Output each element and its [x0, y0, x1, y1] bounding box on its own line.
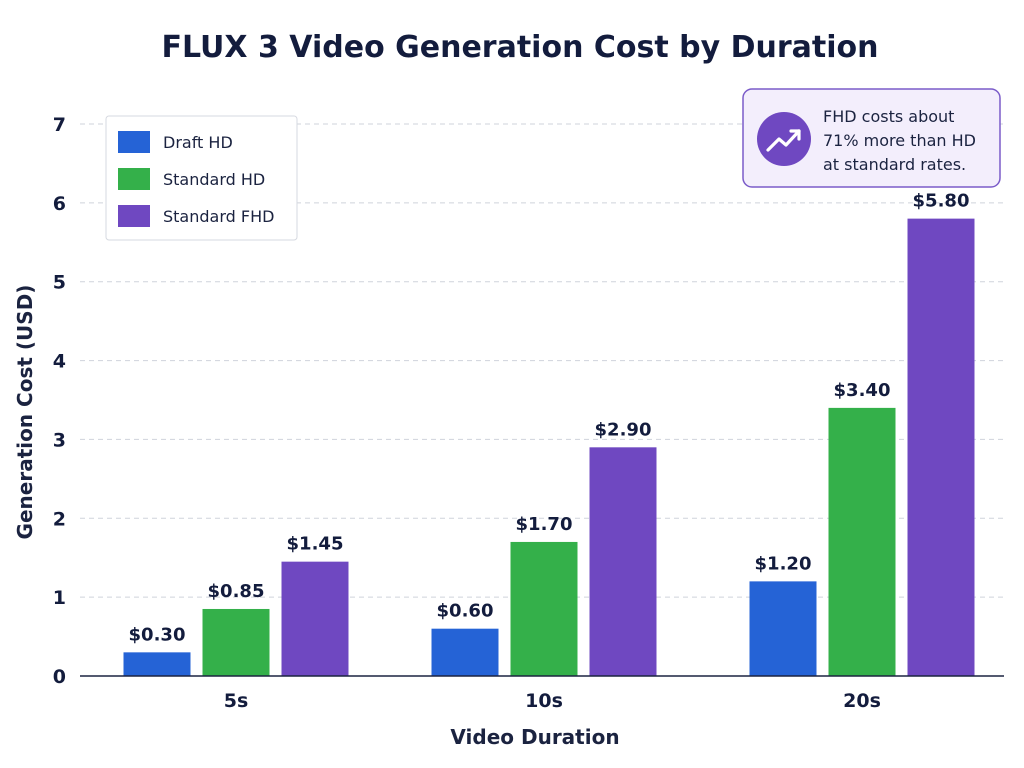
- y-tick-label: 5: [53, 272, 66, 294]
- x-axis-label: Video Duration: [450, 725, 619, 749]
- bar-series: [123, 218, 975, 676]
- legend-label: Standard FHD: [163, 207, 274, 226]
- legend-swatch: [118, 205, 150, 227]
- trending-up-icon: [757, 112, 811, 166]
- callout-line-3: at standard rates.: [823, 155, 966, 174]
- y-tick-label: 4: [53, 351, 66, 373]
- y-tick-label: 3: [53, 429, 66, 451]
- y-tick-label: 6: [53, 193, 66, 215]
- legend-box: [105, 115, 298, 241]
- bar-value-label: $2.90: [595, 419, 652, 440]
- bar-value-label: $1.45: [287, 534, 344, 555]
- callout-box: [742, 88, 1001, 188]
- x-tick-label: 10s: [525, 690, 563, 712]
- x-tick-label: 20s: [843, 690, 881, 712]
- bar-value-label: $5.80: [913, 191, 970, 212]
- callout-line-2: 71% more than HD: [823, 131, 976, 150]
- callout-line-1: FHD costs about: [823, 107, 954, 126]
- bar-draft-hd-5s: [123, 652, 191, 676]
- bar-value-label: $0.85: [208, 581, 265, 602]
- y-tick-label: 1: [53, 587, 66, 609]
- y-axis-ticks: 0 1 2 3 4 5 6 7: [53, 114, 66, 688]
- bar-draft-hd-10s: [431, 628, 499, 676]
- y-tick-label: 7: [53, 114, 66, 136]
- bar-standard-fhd-5s: [281, 561, 349, 676]
- legend-label: Standard HD: [163, 170, 265, 189]
- x-tick-label: 5s: [224, 690, 249, 712]
- y-axis-label: Generation Cost (USD): [13, 285, 37, 540]
- bar-value-label: $0.60: [437, 601, 494, 622]
- bar-value-label: $3.40: [834, 380, 891, 401]
- bar-standard-hd-20s: [828, 407, 896, 676]
- bar-value-label: $0.30: [129, 624, 186, 645]
- chart-title: FLUX 3 Video Generation Cost by Duration: [161, 30, 878, 65]
- legend-swatch: [118, 168, 150, 190]
- y-tick-label: 0: [53, 666, 66, 688]
- data-labels: $0.30 $0.60 $1.20 $0.85 $1.70 $3.40 $1.45 $2.90…: [129, 191, 970, 646]
- legend: Draft HD Standard HD Standard FHD: [105, 115, 298, 241]
- legend-label: Draft HD: [163, 133, 233, 152]
- bar-value-label: $1.70: [516, 514, 573, 535]
- x-axis-ticks: 5s 10s 20s: [224, 690, 881, 712]
- legend-swatch: [118, 131, 150, 153]
- bar-standard-fhd-20s: [907, 218, 975, 676]
- bar-standard-hd-5s: [202, 608, 270, 676]
- bar-standard-hd-10s: [510, 541, 578, 676]
- bar-standard-fhd-10s: [589, 447, 657, 676]
- y-tick-label: 2: [53, 508, 66, 530]
- annotation-callout: FHD costs about 71% more than HD at stan…: [742, 88, 1001, 188]
- bar-draft-hd-20s: [749, 581, 817, 676]
- bar-value-label: $1.20: [755, 553, 812, 574]
